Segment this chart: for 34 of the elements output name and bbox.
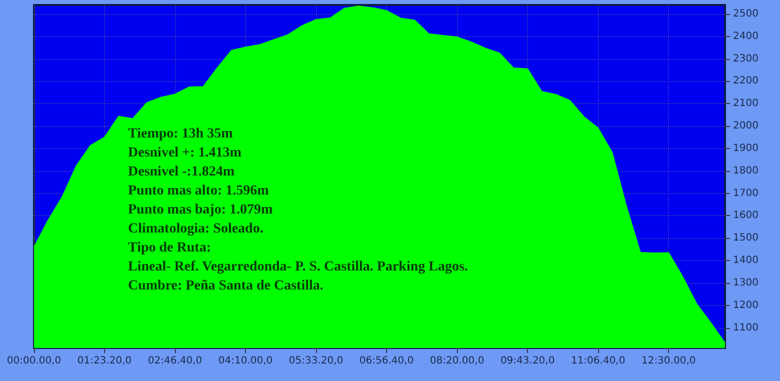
y-tick-label: 1900 xyxy=(733,142,758,154)
x-tick-label: 12:30.00,0 xyxy=(641,356,696,366)
annotation: Climatologia: Soleado. xyxy=(128,222,264,236)
annotation: Desnivel -:1.824m xyxy=(128,164,235,180)
annotation: Tipo de Ruta: xyxy=(128,240,211,256)
annotation: Punto mas alto: 1.596m xyxy=(128,184,270,198)
x-tick-label: 02:46.40,0 xyxy=(148,356,202,366)
x-tick-label: 05:33.20,0 xyxy=(288,356,344,366)
y-tick-label: 1100 xyxy=(733,322,758,334)
y-tick-label: 1500 xyxy=(733,232,758,244)
y-tick-label: 2400 xyxy=(733,30,758,42)
y-tick-label: 1800 xyxy=(733,165,758,176)
x-tick-label: 09:43.20,0 xyxy=(500,356,555,366)
x-tick-label: 00:00.00,0 xyxy=(6,356,62,366)
annotation: Punto mas bajo: 1.079m xyxy=(128,202,274,218)
y-tick-label: 2500 xyxy=(733,8,758,20)
y-tick-label: 2000 xyxy=(733,120,758,132)
y-tick-label: 1700 xyxy=(733,188,758,199)
x-tick-label: 06:56.40,0 xyxy=(359,356,414,366)
x-tick-label: 01:23.20,0 xyxy=(77,356,132,366)
y-tick-label: 2300 xyxy=(733,53,758,64)
y-tick-label: 2100 xyxy=(733,98,758,110)
annotation: Cumbre: Peña Santa de Castilla. xyxy=(128,278,324,294)
y-tick-label: 1600 xyxy=(733,210,758,222)
y-tick-label: 2200 xyxy=(733,76,758,87)
y-tick-label: 1300 xyxy=(733,277,758,288)
x-tick-label: 11:06.40,0 xyxy=(570,356,626,366)
y-tick-label: 1400 xyxy=(733,255,758,266)
annotation: Lineal- Ref. Vegarredonda- P. S. Castilla. Parking Lagos. xyxy=(128,260,468,274)
x-tick-label: 04:10.00,0 xyxy=(218,356,273,366)
y-tick-label: 1200 xyxy=(733,300,758,311)
annotation: Tiempo: 13h 35m xyxy=(128,126,234,142)
x-tick-label: 08:20.00,0 xyxy=(430,356,484,366)
annotation: Desnivel +: 1.413m xyxy=(128,146,242,160)
